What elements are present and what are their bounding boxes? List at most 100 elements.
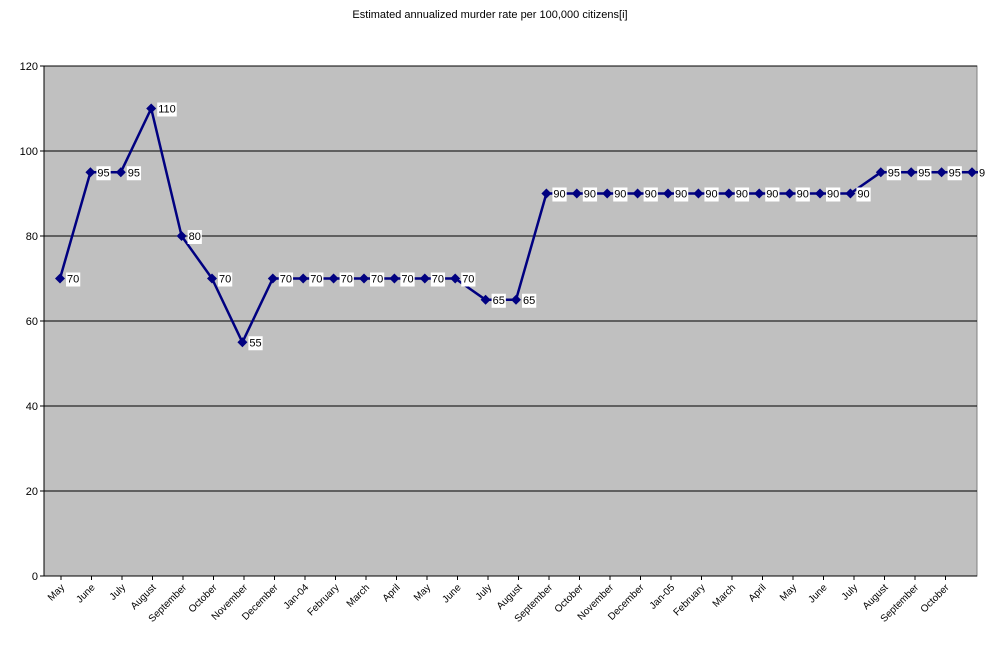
data-label-background bbox=[826, 187, 841, 202]
x-tick-label: May bbox=[412, 582, 433, 603]
data-point-marker bbox=[784, 188, 795, 199]
x-tick-label: February bbox=[306, 582, 342, 618]
x-tick-label: July bbox=[108, 582, 128, 602]
data-label-background bbox=[370, 272, 385, 287]
data-label: 90 bbox=[553, 189, 565, 201]
y-tick-label: 60 bbox=[26, 316, 38, 328]
data-point-marker bbox=[541, 188, 552, 199]
data-label: 95 bbox=[128, 167, 140, 179]
x-tick-label: June bbox=[75, 582, 98, 605]
data-label: 70 bbox=[432, 274, 444, 286]
data-label: 70 bbox=[67, 274, 79, 286]
x-tick-label: May bbox=[778, 582, 799, 603]
x-tick-label: August bbox=[129, 582, 159, 612]
chart-title: Estimated annualized murder rate per 100… bbox=[352, 9, 627, 21]
data-label: 90 bbox=[857, 189, 869, 201]
data-point-marker bbox=[936, 167, 947, 178]
data-label-background bbox=[309, 272, 324, 287]
data-label: 95 bbox=[97, 167, 109, 179]
x-tick-label: Jan-04 bbox=[282, 582, 312, 612]
data-label: 90 bbox=[766, 189, 778, 201]
data-label: 95 bbox=[918, 167, 930, 179]
data-label-background bbox=[734, 187, 750, 202]
gridlines bbox=[44, 65, 977, 492]
data-label: 90 bbox=[584, 189, 596, 201]
data-label-background bbox=[278, 272, 294, 287]
data-label-background bbox=[218, 272, 233, 287]
data-label-background bbox=[126, 166, 142, 181]
y-tick-label: 0 bbox=[32, 571, 38, 583]
y-tick-label: 80 bbox=[26, 231, 38, 243]
data-label-background bbox=[461, 272, 476, 287]
data-label-background bbox=[856, 187, 871, 202]
data-point-marker bbox=[906, 167, 917, 178]
data-point-marker bbox=[480, 294, 491, 305]
x-tick-label: October bbox=[919, 582, 952, 615]
data-label: 90 bbox=[797, 189, 809, 201]
y-tick-label: 40 bbox=[26, 401, 38, 413]
data-point-marker bbox=[298, 273, 309, 284]
data-label: 90 bbox=[827, 189, 839, 201]
x-tick-label: April bbox=[747, 582, 769, 604]
data-label: 55 bbox=[249, 337, 261, 349]
x-tick-label: April bbox=[381, 582, 403, 604]
series-polyline bbox=[58, 107, 985, 344]
data-point-marker bbox=[237, 337, 248, 348]
x-tick-label: Jan-05 bbox=[648, 582, 678, 612]
data-point-marker bbox=[419, 273, 430, 284]
data-label-background bbox=[613, 187, 628, 202]
data-point-marker bbox=[176, 231, 187, 241]
data-label: 80 bbox=[189, 231, 201, 243]
data-label: 90 bbox=[645, 189, 657, 201]
data-point-marker bbox=[511, 294, 521, 305]
data-point-marker bbox=[632, 188, 643, 199]
data-label-background bbox=[187, 230, 202, 244]
data-point-marker bbox=[754, 188, 765, 199]
y-axis: 0 20 40 60 80 100 120 bbox=[20, 61, 45, 583]
data-point-marker bbox=[55, 273, 65, 284]
series-line bbox=[55, 103, 985, 348]
data-label: 110 bbox=[158, 104, 176, 116]
x-axis: May June July AugustSeptemberOctoberNovembe… bbox=[44, 575, 977, 625]
data-label: 90 bbox=[675, 189, 687, 201]
y-tick-label: 20 bbox=[26, 486, 38, 498]
data-point-marker bbox=[328, 273, 339, 284]
data-labels: 70 95 95 110 80 70 55 70 70 70 70 70 70 70 65 65 90 90 90 9… bbox=[66, 102, 985, 351]
data-point-marker bbox=[115, 167, 126, 178]
data-label-background bbox=[582, 187, 598, 202]
data-label-background bbox=[947, 166, 962, 181]
data-label: 90 bbox=[614, 189, 626, 201]
x-tick-label: August bbox=[495, 582, 525, 612]
data-label-background bbox=[248, 336, 263, 351]
data-label-background bbox=[765, 187, 780, 202]
data-label-background bbox=[704, 187, 719, 202]
data-label-background bbox=[552, 187, 567, 202]
data-point-marker bbox=[967, 167, 977, 178]
x-tick-label: May bbox=[46, 582, 67, 603]
x-tick-label: July bbox=[474, 582, 494, 602]
x-tick-label: July bbox=[840, 582, 860, 602]
data-label: 90 bbox=[705, 189, 717, 201]
data-label-background bbox=[66, 272, 81, 287]
data-point-marker bbox=[85, 167, 96, 178]
data-point-marker bbox=[359, 273, 369, 284]
data-label-background bbox=[96, 166, 111, 181]
data-label-background bbox=[917, 166, 932, 181]
data-point-marker bbox=[450, 273, 461, 284]
data-label: 65 bbox=[523, 295, 535, 307]
x-tick-label: February bbox=[672, 582, 708, 618]
data-label: 65 bbox=[493, 295, 505, 307]
y-tick-label: 120 bbox=[20, 61, 38, 73]
x-tick-label: August bbox=[861, 582, 891, 612]
data-label-background bbox=[795, 187, 810, 202]
data-point-marker bbox=[602, 188, 613, 199]
data-label: 70 bbox=[310, 274, 322, 286]
data-point-marker bbox=[845, 188, 856, 199]
data-label: 70 bbox=[371, 274, 383, 286]
data-label-background bbox=[400, 272, 415, 287]
x-tick-label: June bbox=[441, 582, 464, 605]
data-label: 90 bbox=[736, 189, 748, 201]
data-point-marker bbox=[571, 188, 582, 199]
data-label: 95 bbox=[888, 167, 900, 179]
